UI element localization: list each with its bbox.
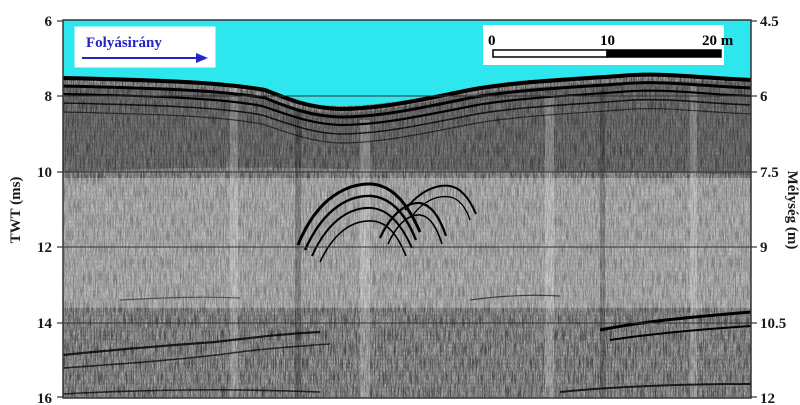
right-tick-6: 6 — [760, 89, 768, 105]
left-tick-14: 14 — [37, 316, 53, 332]
scale-bar: 0 10 20 m — [483, 25, 734, 65]
depth-gridlines — [63, 95, 751, 324]
left-tick-10: 10 — [37, 165, 52, 181]
left-axis-title: TWT (ms) — [8, 177, 24, 244]
left-tick-12: 12 — [37, 240, 52, 256]
radargram — [63, 20, 751, 398]
right-tick-10-5: 10.5 — [760, 316, 786, 332]
scale-label-10: 10 — [600, 33, 615, 49]
right-axis-title: Mélység (m) — [784, 171, 800, 250]
left-tick-16: 16 — [37, 391, 53, 405]
flow-label-box — [74, 26, 216, 68]
deep-reflectors — [63, 294, 751, 395]
left-axis: 6 8 10 12 14 16 TWT (ms) — [8, 14, 63, 405]
right-tick-7-5: 7.5 — [760, 165, 779, 181]
diffraction-hyperbolas — [296, 182, 477, 263]
right-tick-4-5: 4.5 — [760, 14, 779, 30]
flow-direction-label: Folyásirány — [74, 26, 216, 68]
scale-bar-box — [483, 25, 724, 65]
riverbed-reflector — [63, 72, 751, 144]
right-arrow-icon — [82, 53, 208, 63]
plot-frame — [62, 19, 752, 399]
scale-bar-white-segment — [492, 49, 608, 58]
scale-label-0: 0 — [488, 33, 496, 49]
right-axis: 4.5 6 7.5 9 10.5 12 Mélység (m) — [751, 14, 800, 405]
left-tick-8: 8 — [45, 89, 53, 105]
left-tick-6: 6 — [45, 14, 53, 30]
scale-label-20m: 20 m — [702, 33, 734, 49]
scale-bar-black-segment — [606, 49, 722, 58]
right-tick-12: 12 — [760, 391, 775, 405]
flow-label-text: Folyásirány — [86, 35, 162, 51]
right-tick-9: 9 — [760, 240, 768, 256]
middle-light-band — [63, 178, 751, 308]
